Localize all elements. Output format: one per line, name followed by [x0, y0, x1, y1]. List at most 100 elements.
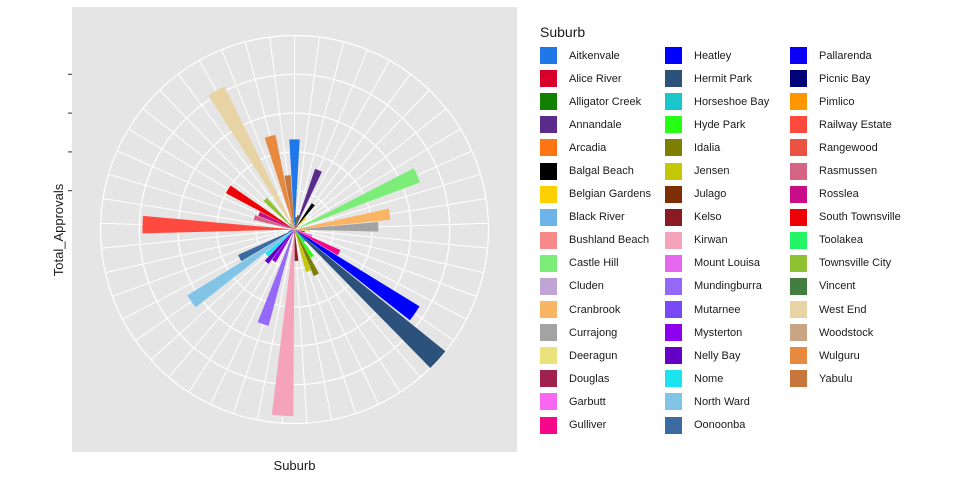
legend-item: Alice River — [540, 67, 665, 90]
legend-label: Currajong — [569, 326, 618, 339]
legend-swatch — [540, 162, 557, 180]
grid-spoke — [294, 73, 411, 230]
bar-douglas — [294, 229, 305, 233]
bar-wulguru — [264, 134, 295, 230]
legend-label: Toolakea — [819, 234, 864, 247]
bars-group — [142, 86, 446, 417]
legend-item: North Ward — [665, 390, 790, 413]
legend-label: Mutarnee — [694, 303, 741, 316]
legend-item: Kelso — [665, 206, 790, 229]
legend-swatch — [790, 116, 807, 134]
legend-swatch — [790, 139, 807, 157]
bar-mundingburra — [257, 229, 295, 326]
legend-swatch — [790, 162, 807, 180]
legend-item: Bushland Beach — [540, 229, 665, 252]
legend-label: Nome — [694, 372, 724, 385]
legend-swatch — [665, 139, 682, 157]
bar-mutarnee — [291, 229, 295, 235]
legend-label: Rosslea — [819, 188, 859, 201]
legend-label: Pimlico — [819, 95, 855, 108]
bar-currajong — [294, 221, 379, 232]
legend-swatch — [665, 47, 682, 65]
legend-item: Rosslea — [790, 183, 915, 206]
grid-spoke — [294, 89, 430, 230]
bar-vincent — [289, 223, 295, 230]
bar-picnic-bay — [290, 229, 295, 231]
grid-spoke — [294, 60, 391, 230]
legend-item: West End — [790, 298, 915, 321]
bar-nome — [265, 229, 295, 257]
bar-kirwan — [271, 229, 295, 417]
legend-label: Garbutt — [569, 395, 606, 408]
legend-label: Mundingburra — [694, 280, 762, 293]
legend-swatch — [665, 162, 682, 180]
bar-mysterton — [272, 229, 295, 263]
grid-spoke — [294, 229, 477, 297]
bar-balgal-beach — [294, 203, 315, 230]
grid-spoke — [112, 229, 295, 297]
legend-label: Nelly Bay — [694, 349, 741, 362]
legend-item: Nelly Bay — [665, 344, 790, 367]
bar-cluden — [294, 228, 297, 230]
bar-cranbrook — [294, 208, 391, 230]
legend-label: Deeragun — [569, 349, 618, 362]
grid-spoke — [294, 108, 447, 230]
legend-item: Mundingburra — [665, 275, 790, 298]
legend-label: Black River — [569, 211, 625, 224]
legend-item: Cluden — [540, 275, 665, 298]
legend-swatch — [790, 70, 807, 88]
legend-item: Deeragun — [540, 344, 665, 367]
legend-item: Picnic Bay — [790, 67, 915, 90]
legend-item: Vincent — [790, 275, 915, 298]
legend-column: Pallarenda Picnic Bay Pimlico Railway Estat… — [790, 44, 915, 437]
grid-spoke — [105, 229, 295, 274]
legend-item: Oonoonba — [665, 414, 790, 437]
bar-woodstock — [290, 219, 295, 230]
legend-item: Heatley — [665, 44, 790, 67]
bar-garbutt — [294, 229, 313, 238]
legend-swatch — [540, 301, 557, 319]
legend-swatch — [790, 347, 807, 365]
bar-rangewood — [291, 228, 295, 230]
legend-item: Julago — [665, 183, 790, 206]
bar-north-ward — [187, 229, 295, 308]
legend-swatch — [790, 185, 807, 203]
legend-swatch — [540, 324, 557, 342]
legend-swatch — [540, 347, 557, 365]
legend-swatch — [540, 185, 557, 203]
grid-spoke — [294, 37, 320, 230]
legend-swatch — [540, 231, 557, 249]
legend-title: Suburb — [540, 24, 586, 40]
legend-item: Arcadia — [540, 136, 665, 159]
legend-item: Woodstock — [790, 321, 915, 344]
bar-bushland-beach — [294, 228, 297, 230]
legend-swatch — [665, 301, 682, 319]
grid-spoke — [209, 229, 295, 405]
y-axis-title: Total_Approvals — [51, 183, 66, 276]
legend-item: Currajong — [540, 321, 665, 344]
legend-swatch — [790, 277, 807, 295]
legend-swatch — [665, 347, 682, 365]
legend-swatch — [540, 139, 557, 157]
legend-item: Idalia — [665, 136, 790, 159]
legend-label: West End — [819, 303, 867, 316]
grid-spoke — [294, 229, 421, 378]
legend-label: Julago — [694, 188, 727, 201]
grid-spoke — [101, 229, 295, 249]
legend-label: Picnic Bay — [819, 72, 871, 85]
legend-swatch — [790, 324, 807, 342]
legend-swatch — [665, 116, 682, 134]
y-axis-ticks — [68, 73, 72, 192]
legend-item: Annandale — [540, 113, 665, 136]
bar-arcadia — [294, 224, 298, 230]
bar-nelly-bay — [264, 229, 295, 264]
legend: Suburb Aitkenvale Alice River Alligator Cr… — [540, 24, 915, 437]
bar-yabulu — [284, 175, 295, 230]
bar-alice-river — [294, 216, 297, 230]
legend-label: Townsville City — [819, 257, 892, 270]
grid-spoke — [294, 229, 308, 424]
legend-item: Castle Hill — [540, 252, 665, 275]
legend-label: South Townsville — [819, 211, 901, 224]
grid-spoke — [294, 229, 488, 249]
bar-hyde-park — [294, 229, 314, 258]
